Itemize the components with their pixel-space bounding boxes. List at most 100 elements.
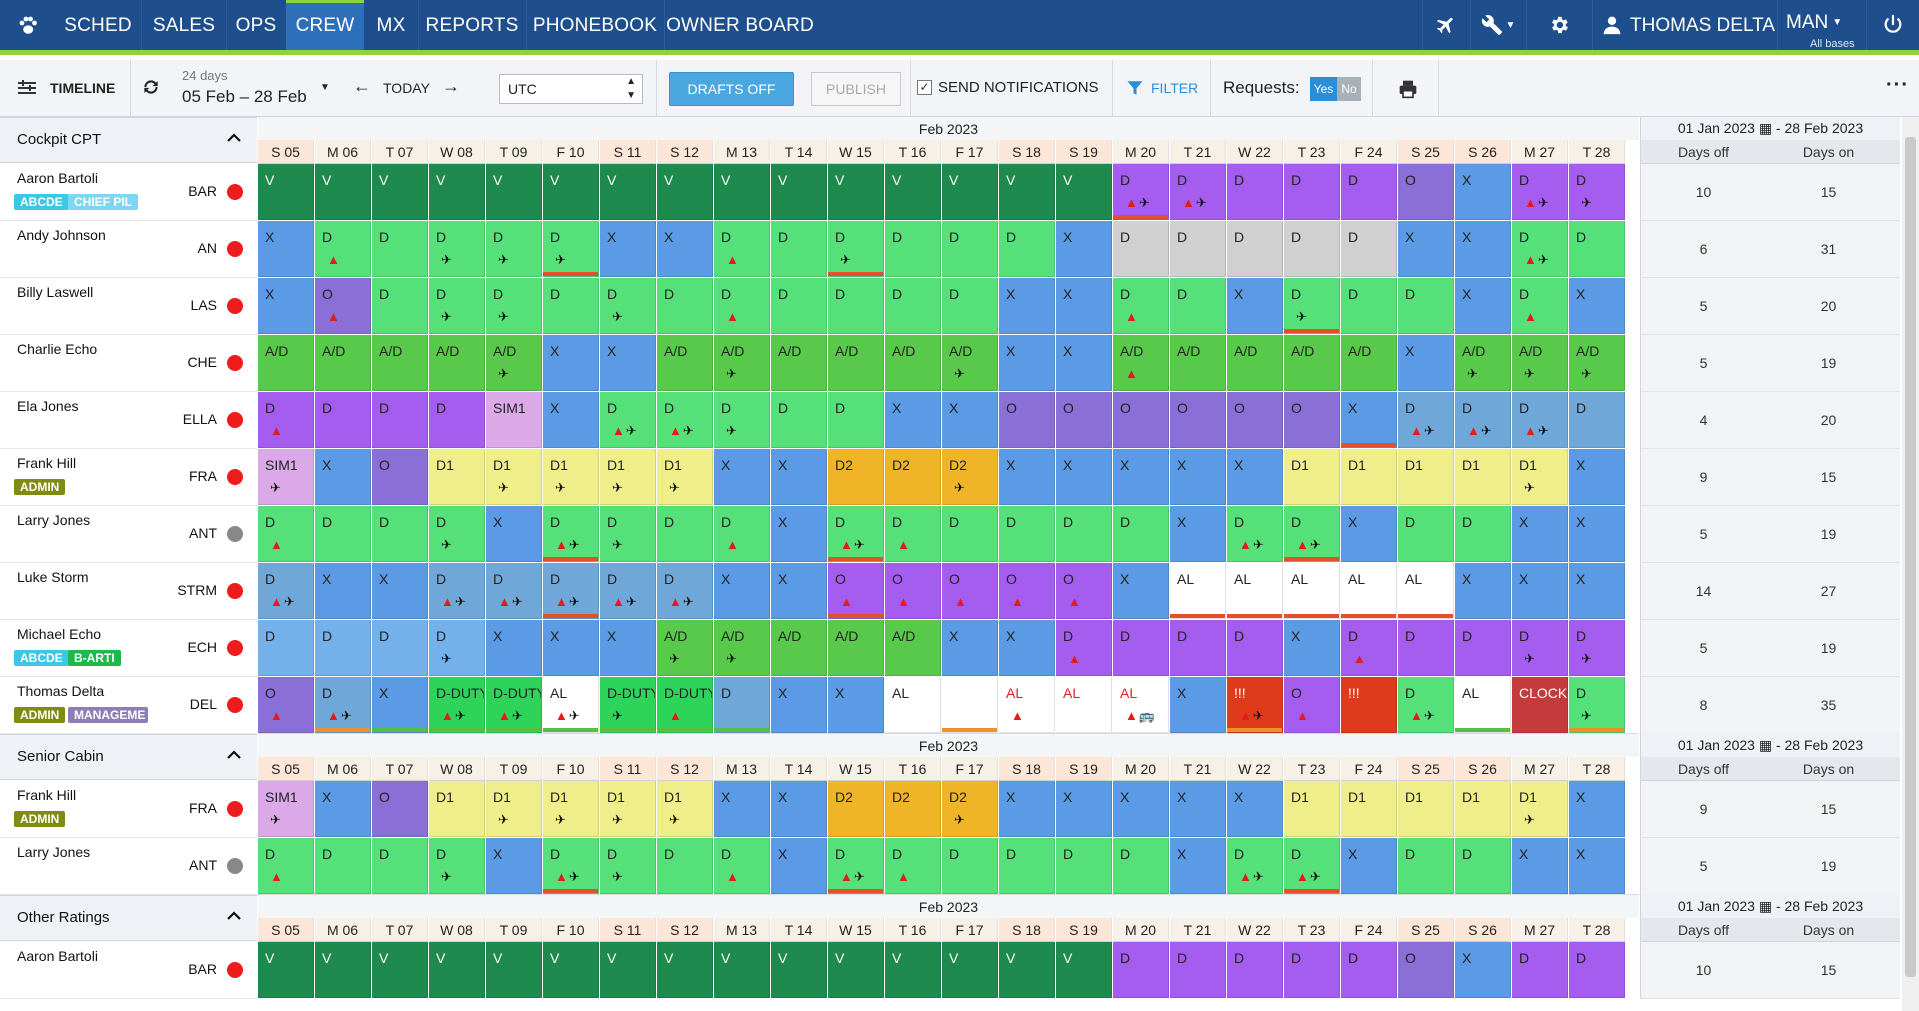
duty-cell[interactable]: X [1056, 278, 1112, 334]
duty-cell[interactable]: A/D [771, 335, 827, 391]
duty-cell[interactable]: X [1170, 449, 1226, 505]
power-icon[interactable] [1868, 0, 1918, 50]
duty-cell[interactable]: A/D [1227, 335, 1283, 391]
duty-cell[interactable]: V [999, 164, 1055, 220]
duty-cell[interactable]: D ▲✈ [1170, 164, 1226, 220]
crew-name[interactable]: Aaron Bartoli [17, 170, 98, 186]
duty-cell[interactable]: !!! [1341, 677, 1397, 733]
duty-cell[interactable]: D ▲✈ [543, 838, 599, 894]
duty-cell[interactable]: D1 [1398, 781, 1454, 837]
duty-cell[interactable]: X [771, 781, 827, 837]
duty-cell[interactable]: D [942, 278, 998, 334]
duty-cell[interactable]: D [543, 278, 599, 334]
duty-cell[interactable]: D ▲✈ [1512, 221, 1568, 277]
duty-cell[interactable]: O ▲ [1056, 563, 1112, 619]
duty-cell[interactable]: AL [1398, 563, 1454, 619]
duty-cell[interactable]: A/D [315, 335, 371, 391]
duty-cell[interactable]: D ▲✈ [543, 563, 599, 619]
duty-cell[interactable]: D ✈ [486, 278, 542, 334]
duty-cell[interactable]: D [999, 838, 1055, 894]
duty-cell[interactable]: D [1113, 221, 1169, 277]
nav-phonebook[interactable]: PHONEBOOK [532, 15, 658, 36]
duty-cell[interactable]: A/D [885, 620, 941, 676]
crew-member-row[interactable]: Frank Hill FRA ADMIN [0, 781, 257, 838]
duty-cell[interactable]: D ▲ [714, 506, 770, 562]
date-range-header[interactable]: 01 Jan 2023 ▦ - 28 Feb 2023 [1640, 733, 1900, 757]
duty-cell[interactable]: X [1569, 781, 1625, 837]
duty-cell[interactable]: X [543, 392, 599, 448]
duty-cell[interactable]: X [1569, 506, 1625, 562]
duty-cell[interactable]: D [1170, 278, 1226, 334]
duty-cell[interactable]: D [714, 677, 770, 733]
date-range-header[interactable]: 01 Jan 2023 ▦ - 28 Feb 2023 [1640, 894, 1900, 918]
duty-cell[interactable]: D [1512, 942, 1568, 998]
range-caret-icon[interactable]: ▼ [320, 82, 330, 93]
duty-cell[interactable]: D ▲✈ [1227, 838, 1283, 894]
duty-cell[interactable]: D ▲ [1341, 620, 1397, 676]
crew-member-row[interactable]: Luke Storm STRM [0, 563, 257, 620]
duty-cell[interactable]: D [1341, 942, 1397, 998]
duty-cell[interactable]: X [771, 449, 827, 505]
section-header[interactable]: Senior Cabin [0, 734, 257, 780]
duty-cell[interactable]: D1 ✈ [543, 781, 599, 837]
duty-cell[interactable]: D [372, 506, 428, 562]
duty-cell[interactable]: D [372, 620, 428, 676]
duty-cell[interactable]: D [1569, 942, 1625, 998]
duty-cell[interactable]: V [258, 942, 314, 998]
timeline-label[interactable]: TIMELINE [50, 80, 116, 96]
duty-cell[interactable]: D ▲✈ [1398, 392, 1454, 448]
duty-cell[interactable]: D ▲✈ [1455, 392, 1511, 448]
duty-cell[interactable]: D ▲ [258, 838, 314, 894]
duty-cell[interactable]: D [1113, 506, 1169, 562]
duty-cell[interactable]: D [942, 221, 998, 277]
duty-cell[interactable]: D [429, 392, 485, 448]
duty-cell[interactable]: D [1341, 164, 1397, 220]
collapse-caret-icon[interactable] [227, 908, 241, 926]
section-header[interactable]: Other Ratings [0, 895, 257, 941]
duty-cell[interactable]: O [999, 392, 1055, 448]
duty-cell[interactable]: X [543, 335, 599, 391]
duty-cell[interactable]: AL [885, 677, 941, 733]
duty-cell[interactable]: D [372, 221, 428, 277]
duty-cell[interactable]: A/D [1284, 335, 1340, 391]
crew-name[interactable]: Luke Storm [17, 569, 89, 585]
duty-cell[interactable]: O ▲ [1284, 677, 1340, 733]
duty-cell[interactable]: D ✈ [600, 506, 656, 562]
duty-cell[interactable]: D ✈ [429, 838, 485, 894]
duty-cell[interactable]: D [1227, 620, 1283, 676]
duty-cell[interactable]: V [942, 942, 998, 998]
collapse-caret-icon[interactable] [227, 747, 241, 765]
duty-cell[interactable]: X [1512, 563, 1568, 619]
duty-cell[interactable]: V [600, 942, 656, 998]
duty-cell[interactable]: X [486, 838, 542, 894]
duty-cell[interactable]: D1 ✈ [657, 449, 713, 505]
nav-sales[interactable]: SALES [152, 15, 216, 36]
duty-cell[interactable]: X [486, 620, 542, 676]
vertical-scrollbar[interactable] [1902, 117, 1919, 1011]
duty-cell[interactable]: V [315, 942, 371, 998]
duty-cell[interactable]: V [714, 164, 770, 220]
duty-cell[interactable]: X [714, 563, 770, 619]
duty-cell[interactable]: V [600, 164, 656, 220]
duty-cell[interactable]: X [657, 221, 713, 277]
duty-cell[interactable]: V [942, 164, 998, 220]
duty-cell[interactable]: D [1455, 838, 1511, 894]
duty-cell[interactable]: D1 ✈ [543, 449, 599, 505]
duty-cell[interactable]: D2 [885, 781, 941, 837]
duty-cell[interactable]: X [942, 392, 998, 448]
paw-logo-icon[interactable] [10, 8, 46, 44]
duty-cell[interactable]: SIM1 ✈ [258, 781, 314, 837]
duty-cell[interactable]: A/D [885, 335, 941, 391]
duty-cell[interactable]: AL ▲🚌 [1113, 677, 1169, 733]
duty-cell[interactable]: D [771, 278, 827, 334]
duty-cell[interactable]: A/D ▲ [1113, 335, 1169, 391]
print-icon[interactable] [1398, 79, 1418, 102]
duty-cell[interactable]: X [1569, 563, 1625, 619]
duty-cell[interactable]: D1 ✈ [486, 449, 542, 505]
duty-cell[interactable]: A/D ✈ [714, 335, 770, 391]
crew-name[interactable]: Andy Johnson [17, 227, 106, 243]
duty-cell[interactable]: X [258, 221, 314, 277]
duty-cell[interactable]: A/D [1341, 335, 1397, 391]
crew-name[interactable]: Larry Jones [17, 844, 91, 860]
plane-icon[interactable] [1424, 0, 1468, 50]
